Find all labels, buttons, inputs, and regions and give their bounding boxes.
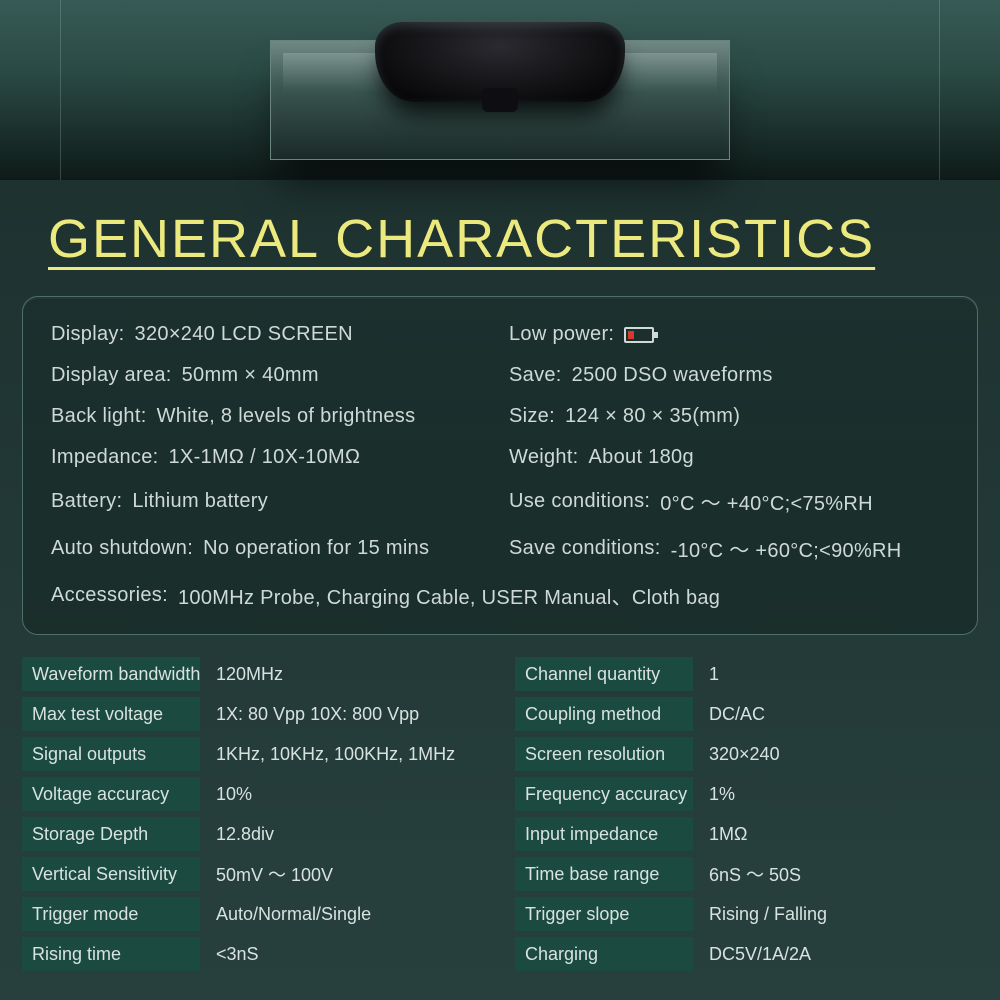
spec-label: Voltage accuracy — [22, 777, 200, 811]
label: Accessories: — [51, 584, 168, 607]
spec-table-left: Waveform bandwidth 120MHz Max test voltage… — [22, 657, 485, 971]
spec-display-area: Display area: 50mm × 40mm — [51, 364, 491, 387]
spec-value: 50mV ～ 100V — [212, 857, 485, 891]
spec-label: Input impedance — [515, 817, 693, 851]
value: No operation for 15 mins — [203, 537, 429, 560]
spec-value: 1 — [705, 657, 978, 691]
spec-value: Auto/Normal/Single — [212, 897, 485, 931]
spec-label: Waveform bandwidth — [22, 657, 200, 691]
spec-label: Rising time — [22, 937, 200, 971]
spec-value: 1MΩ — [705, 817, 978, 851]
value: About 180g — [589, 446, 694, 469]
battery-low-icon — [624, 327, 654, 343]
spec-value: 6nS ～ 50S — [705, 857, 978, 891]
spec-label: Max test voltage — [22, 697, 200, 731]
spec-label: Storage Depth — [22, 817, 200, 851]
label: Back light: — [51, 405, 147, 428]
spec-label: Channel quantity — [515, 657, 693, 691]
label: Save: — [509, 364, 562, 387]
spec-accessories: Accessories: 100MHz Probe, Charging Cabl… — [51, 581, 949, 610]
device-silhouette — [375, 22, 625, 102]
value: 2500 DSO waveforms — [572, 364, 773, 387]
spec-value: 1KHz, 10KHz, 100KHz, 1MHz — [212, 737, 485, 771]
spec-low-power: Low power: — [509, 323, 949, 346]
spec-auto-shutdown: Auto shutdown: No operation for 15 mins — [51, 534, 491, 563]
spec-label: Charging — [515, 937, 693, 971]
value: 320×240 LCD SCREEN — [135, 323, 353, 346]
label: Battery: — [51, 490, 122, 513]
spec-weight: Weight: About 180g — [509, 446, 949, 469]
general-panel: Display: 320×240 LCD SCREEN Low power: D… — [22, 296, 978, 635]
value: Lithium battery — [132, 490, 268, 513]
spec-label: Signal outputs — [22, 737, 200, 771]
spec-value: 12.8div — [212, 817, 485, 851]
label: Weight: — [509, 446, 579, 469]
spec-battery: Battery: Lithium battery — [51, 487, 491, 516]
spec-label: Trigger slope — [515, 897, 693, 931]
spec-value: 1X: 80 Vpp 10X: 800 Vpp — [212, 697, 485, 731]
spec-value: 10% — [212, 777, 485, 811]
label: Impedance: — [51, 446, 159, 469]
label: Save conditions: — [509, 537, 661, 560]
value: 50mm × 40mm — [182, 364, 319, 387]
spec-save: Save: 2500 DSO waveforms — [509, 364, 949, 387]
label: Low power: — [509, 323, 614, 346]
spec-label: Vertical Sensitivity — [22, 857, 200, 891]
spec-impedance: Impedance: 1X-1MΩ / 10X-10MΩ — [51, 446, 491, 469]
spec-value: 320×240 — [705, 737, 978, 771]
spec-table-right: Channel quantity 1 Coupling method DC/AC Scr… — [515, 657, 978, 971]
label: Display area: — [51, 364, 172, 387]
spec-use-conditions: Use conditions: 0°C ～ +40°C;<75%RH — [509, 487, 949, 516]
spec-value: 1% — [705, 777, 978, 811]
label: Display: — [51, 323, 125, 346]
spec-value: DC5V/1A/2A — [705, 937, 978, 971]
label: Use conditions: — [509, 490, 650, 513]
spec-label: Frequency accuracy — [515, 777, 693, 811]
spec-label: Time base range — [515, 857, 693, 891]
value: -10°C ～ +60°C;<90%RH — [671, 534, 902, 563]
page-title: GENERAL CHARACTERISTICS — [48, 208, 1000, 270]
value: 0°C ～ +40°C;<75%RH — [660, 487, 873, 516]
spec-tables: Waveform bandwidth 120MHz Max test voltage… — [22, 657, 978, 971]
spec-backlight: Back light: White, 8 levels of brightnes… — [51, 405, 491, 428]
spec-label: Trigger mode — [22, 897, 200, 931]
hero-banner — [0, 0, 1000, 180]
value: 1X-1MΩ / 10X-10MΩ — [169, 446, 361, 469]
spec-value: Rising / Falling — [705, 897, 978, 931]
spec-size: Size: 124 × 80 × 35(mm) — [509, 405, 949, 428]
value: 124 × 80 × 35(mm) — [565, 405, 740, 428]
value: White, 8 levels of brightness — [157, 405, 416, 428]
value: 100MHz Probe, Charging Cable, USER Manua… — [178, 581, 720, 610]
spec-display: Display: 320×240 LCD SCREEN — [51, 323, 491, 346]
spec-label: Coupling method — [515, 697, 693, 731]
spec-label: Screen resolution — [515, 737, 693, 771]
label: Auto shutdown: — [51, 537, 193, 560]
spec-value: DC/AC — [705, 697, 978, 731]
spec-value: <3nS — [212, 937, 485, 971]
spec-save-conditions: Save conditions: -10°C ～ +60°C;<90%RH — [509, 534, 949, 563]
label: Size: — [509, 405, 555, 428]
spec-value: 120MHz — [212, 657, 485, 691]
